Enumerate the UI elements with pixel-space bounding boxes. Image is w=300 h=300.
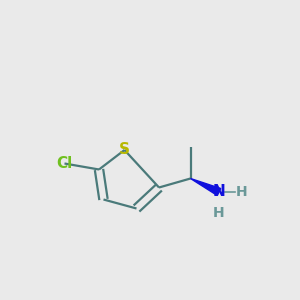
Text: H: H (236, 185, 247, 199)
Text: Cl: Cl (56, 156, 73, 171)
Text: S: S (119, 142, 130, 158)
Polygon shape (190, 178, 221, 196)
Text: N: N (213, 184, 225, 200)
Text: H: H (213, 206, 225, 220)
